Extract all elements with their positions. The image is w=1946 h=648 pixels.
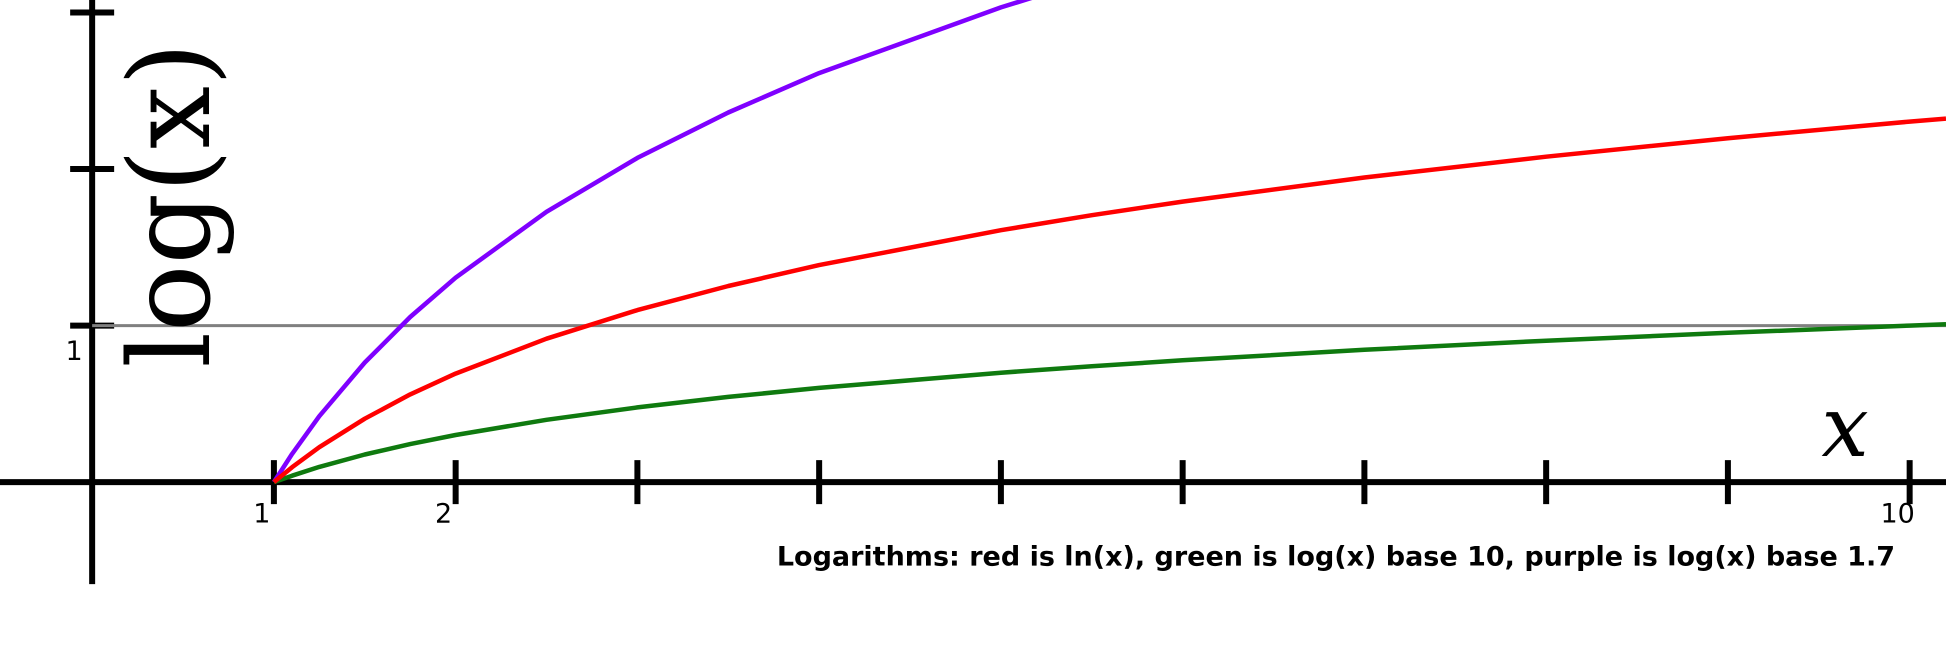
y-axis-label: log(x) bbox=[106, 42, 236, 368]
series-line bbox=[273, 321, 1946, 485]
x-tick-label: 2 bbox=[435, 499, 452, 530]
x-tick-label: 1 bbox=[253, 499, 270, 530]
annotation: Logarithms: red is ln(x), green is log(x… bbox=[777, 542, 1895, 573]
series-line bbox=[272, 116, 1946, 484]
y-tick-label: 1 bbox=[66, 336, 83, 367]
x-axis-label: x bbox=[1821, 378, 1868, 476]
series-line bbox=[272, 0, 1033, 484]
